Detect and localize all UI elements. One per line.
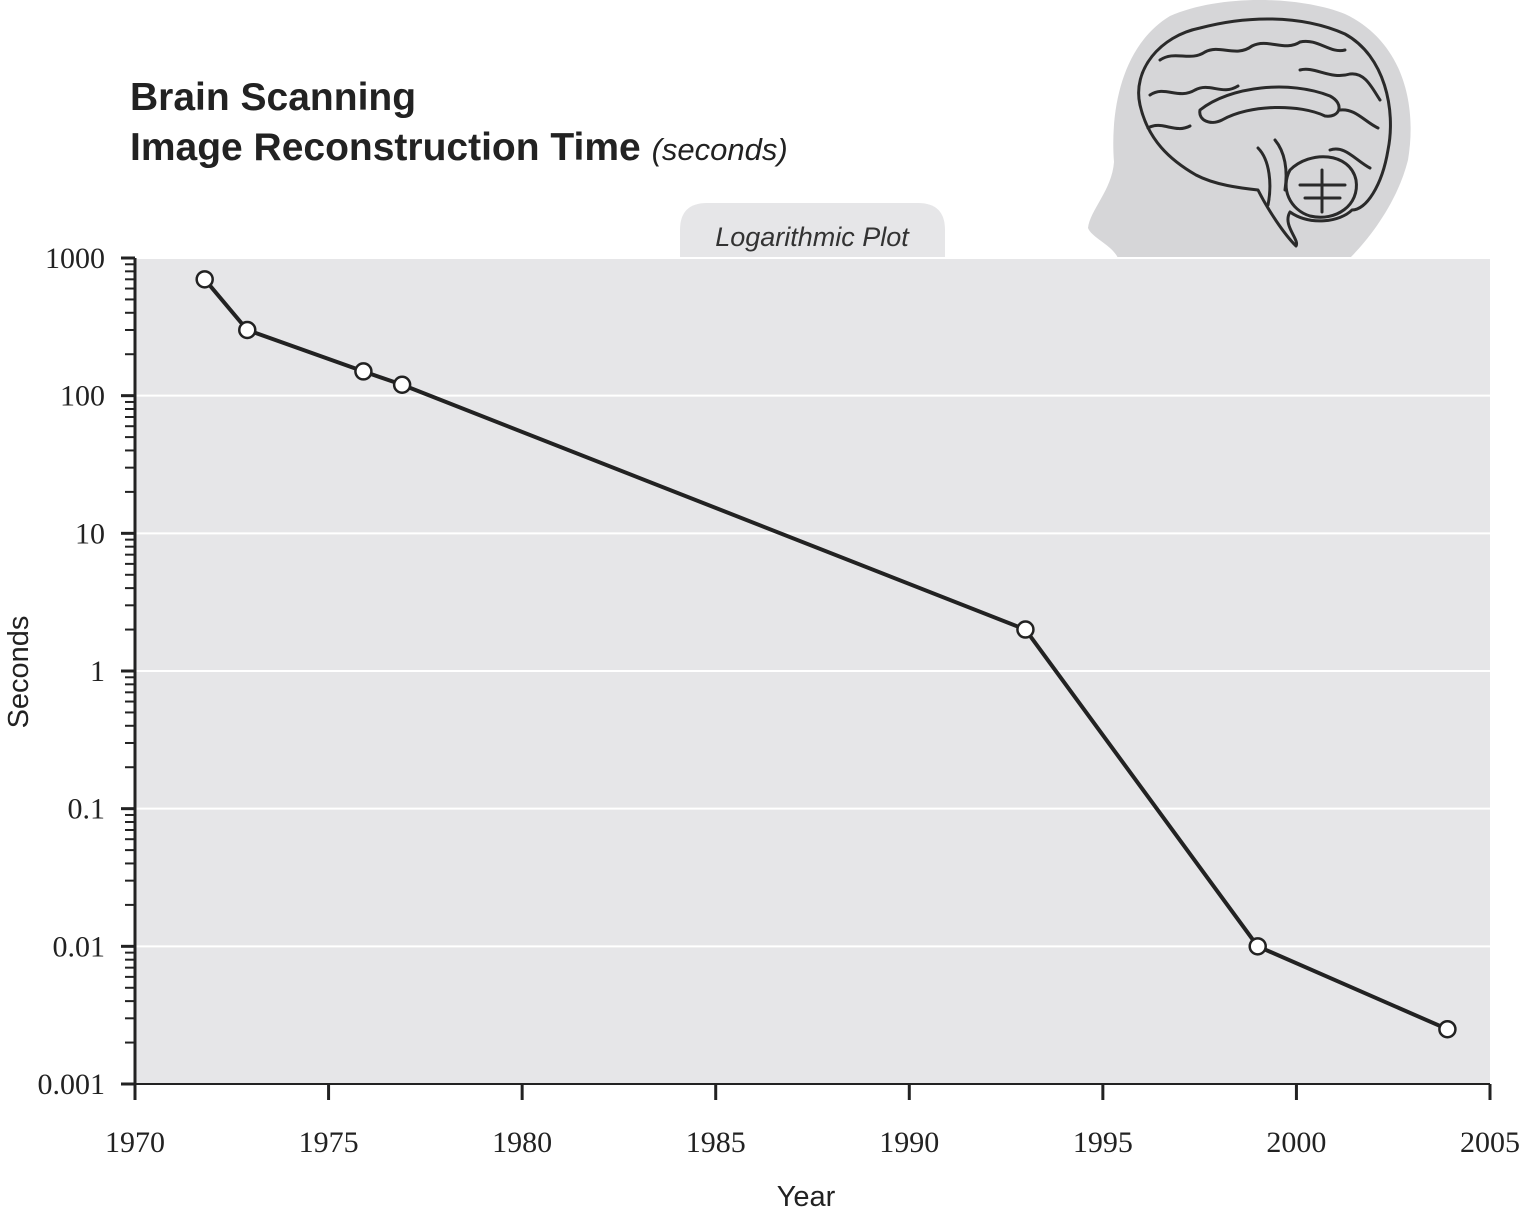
brain-gyri [1146,39,1382,170]
data-point-3 [392,375,412,395]
x-tick-label-4: 1990 [879,1126,939,1159]
brain-head-illustration [1088,0,1411,258]
x-tick-label-7: 2005 [1460,1126,1520,1159]
y-tick-label-3: 1 [90,655,105,688]
logarithmic-plot-label: Logarithmic Plot [715,222,910,252]
corpus-callosum [1198,85,1341,124]
x-tick-label-5: 1995 [1073,1126,1133,1159]
data-point-0 [195,270,214,289]
brain-outline [1137,17,1392,248]
y-tick-label-5: 100 [60,380,105,413]
x-tick-label-2: 1980 [492,1126,552,1159]
data-point-5 [1248,937,1267,956]
data-point-6 [1438,1019,1457,1039]
data-point-2 [354,362,373,381]
chart-subtitle-text: Image Reconstruction Time [130,126,641,169]
y-tick-label-0: 0.001 [38,1068,106,1101]
chart-title: Brain Scanning [130,76,417,119]
x-tick-label-6: 2000 [1266,1126,1326,1159]
x-axis-label: Year [777,1181,836,1213]
y-tick-label-2: 0.1 [68,793,106,826]
y-tick-label-4: 10 [75,517,105,550]
chart-title-unit: (seconds) [651,132,788,167]
x-tick-label-3: 1985 [686,1126,746,1159]
data-point-1 [238,320,257,340]
logarithmic-plot-tab [680,203,945,260]
y-axis-label: Seconds [3,616,35,729]
x-tick-label-0: 1970 [105,1126,165,1159]
x-tick-label-1: 1975 [299,1126,359,1159]
y-tick-label-1: 0.01 [53,930,106,963]
head-silhouette [1088,0,1411,258]
y-tick-label-6: 1000 [45,242,105,275]
chart-subtitle: Image Reconstruction Time (seconds) [130,126,788,170]
cerebellum [1284,155,1358,219]
brain-stem [1256,138,1288,207]
data-point-4 [1016,620,1035,639]
